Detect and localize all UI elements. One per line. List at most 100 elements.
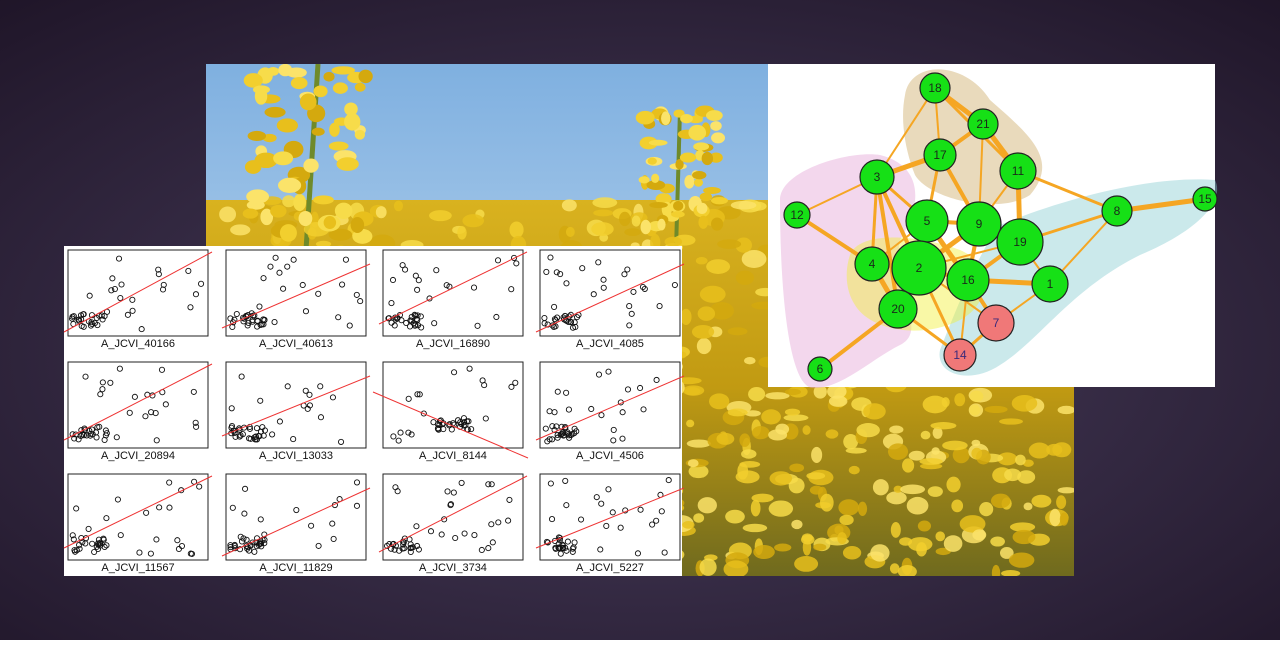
scatter-point [245,435,253,442]
flower [917,520,932,532]
scatter-point [353,502,361,509]
scatter-point [414,286,421,293]
scatter-point [609,509,616,516]
flower [870,544,890,562]
scatter-point [108,287,115,294]
scatter-point [569,548,576,555]
scatter-point [470,284,478,291]
scatter-point [478,546,485,554]
flower [692,170,707,180]
scatter-point [481,382,488,389]
network-node [1101,195,1133,227]
scatter-point [302,308,310,315]
flower [635,110,655,125]
network-node [919,72,951,104]
node-label: 11 [1012,164,1025,178]
scatter-point [624,386,632,393]
scatter-point [258,540,265,547]
scatter-point [485,545,492,552]
panel-label: A_JCVI_4506 [576,450,644,462]
scatter-point [565,406,572,413]
scatter-point [192,419,199,426]
flower [751,426,770,440]
scatter-point [444,488,451,495]
scatter-point [634,550,641,557]
flower [679,152,697,163]
flower [872,479,889,496]
scatter-point [136,549,143,556]
scatter-point [103,430,110,437]
scatter-panel [539,249,681,337]
scatter-point [447,501,455,508]
flower [919,458,943,465]
flower [889,563,900,574]
flower [946,476,961,493]
scatter-point [153,536,160,543]
flower [942,440,968,451]
scatter-point [443,282,450,289]
scatter-point [103,542,110,549]
scatter-point [431,320,438,327]
network-node [977,304,1015,342]
network-node [878,289,918,329]
panel-label: A_JCVI_11567 [101,562,174,574]
scatter-point [109,275,116,282]
scatter-point [588,405,595,413]
flower [696,202,708,214]
flower [565,226,575,238]
scatter-point [573,314,581,321]
scatter-point [86,292,93,299]
flower [920,463,943,470]
scatter-point [630,288,637,295]
flower [1008,552,1035,568]
scatter-point [590,291,597,298]
scatter-point [129,296,136,303]
scatter-point [559,542,567,549]
node-label: 17 [933,148,947,162]
flower [990,493,1011,509]
flower [984,405,1008,413]
scatter-panel [67,249,209,337]
scatter-point [493,313,500,321]
flower [350,217,365,233]
scatter-point [267,263,274,270]
scatter-point [129,307,136,314]
flower [680,114,693,124]
flower [991,564,1001,576]
flower [990,536,1005,547]
scatter-point [75,436,82,443]
flower [243,73,263,88]
fit-line [535,487,685,549]
flower [684,174,695,189]
flower [686,439,711,448]
scatter-point [482,415,489,422]
scatter-point [554,388,561,395]
scatter-point [450,489,457,496]
flower [592,197,618,208]
flower [242,208,259,219]
flower [748,386,766,402]
node-label: 1 [1047,277,1054,291]
flower [315,240,332,248]
scatter-panel [67,473,209,561]
scatter-point [598,500,605,507]
scatter-point [637,506,644,513]
scatter-point [388,300,395,307]
scatter-point [407,548,414,555]
scatter-point [597,546,604,553]
flower [646,180,666,191]
scatter-point [85,525,92,532]
scatter-point [192,291,200,298]
scatter-point [414,391,421,398]
flower [848,465,860,475]
scatter-point [626,322,633,329]
flower [789,463,805,473]
fit-line [221,263,371,329]
scatter-point [556,535,564,542]
scatter-point [563,502,570,509]
flower [311,127,325,136]
flower [971,439,981,447]
flower [278,177,302,193]
scatter-point [99,379,106,386]
scatter-point [254,323,261,330]
